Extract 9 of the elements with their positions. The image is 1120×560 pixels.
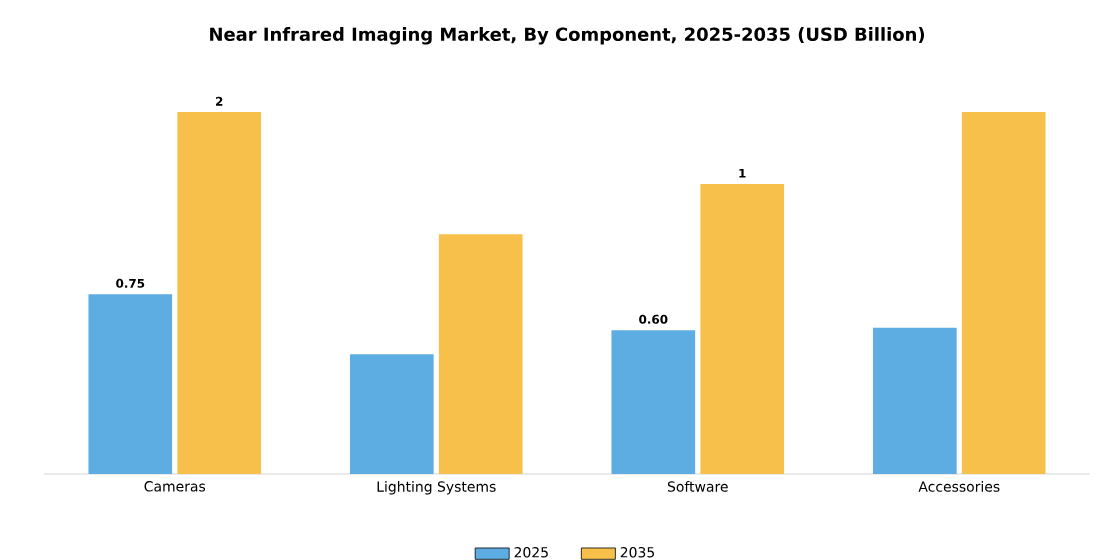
bar [438,234,523,474]
bar [872,327,957,474]
bar [349,354,434,474]
bar [177,112,262,474]
bar [700,183,785,474]
chart-title: Near Infrared Imaging Market, By Component, 2025-2035 (USD Billion) [210,27,925,45]
bar [961,112,1046,474]
bar [88,294,173,474]
bar [611,330,696,474]
